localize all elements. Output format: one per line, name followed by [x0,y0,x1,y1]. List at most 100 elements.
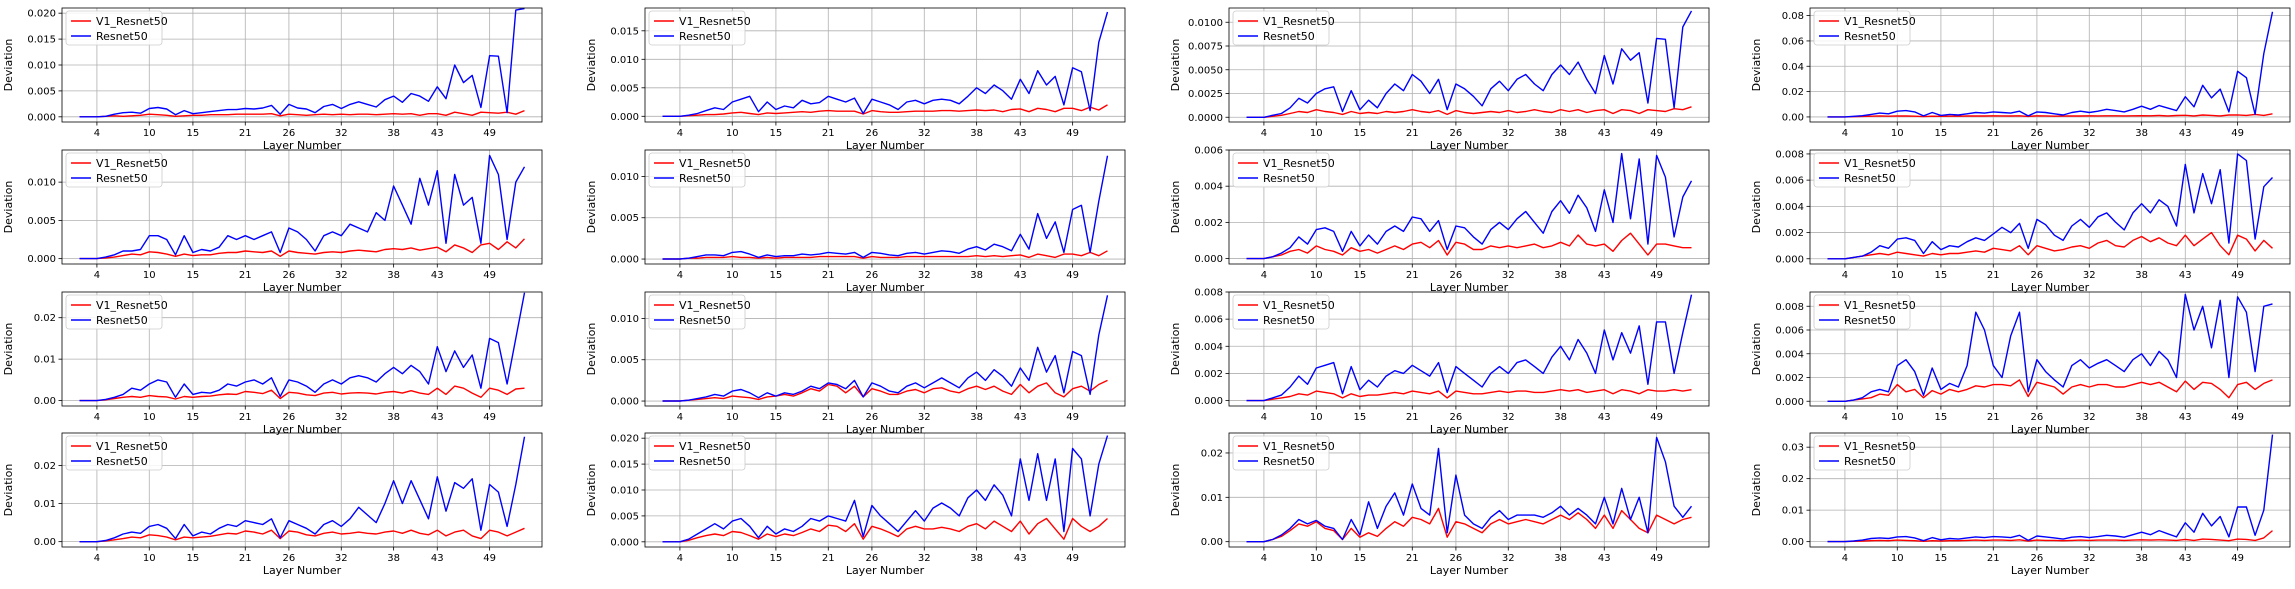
x-axis-label: Layer Number [846,139,925,152]
legend: V1_Resnet50 Resnet50 [1813,10,1916,46]
series-line-v1-resnet50 [662,104,1108,118]
x-tick-label: 38 [2135,270,2148,281]
legend-label: Resnet50 [679,314,731,327]
x-axis-label: Layer Number [1430,139,1509,152]
y-tick-label: 0.000 [1194,396,1223,407]
x-tick-label: 26 [866,412,879,423]
x-tick-label: 10 [143,553,156,564]
x-tick-label: 43 [1598,412,1611,423]
legend: V1_Resnet50 Resnet50 [1813,294,1916,330]
legend-label: V1_Resnet50 [1263,157,1335,170]
x-tick-label: 49 [1066,553,1079,564]
y-tick-label: 0.01 [34,499,56,510]
x-tick-label: 21 [1406,553,1419,564]
legend-label: V1_Resnet50 [679,299,751,312]
y-axis-label: Deviation [1169,323,1182,376]
x-tick-label: 10 [143,412,156,423]
x-tick-label: 32 [2083,128,2096,139]
x-tick-label: 32 [335,270,348,281]
x-tick-label: 10 [1891,128,1904,139]
y-tick-label: 0.010 [610,172,639,183]
y-tick-label: 0.010 [610,55,639,66]
x-tick-label: 21 [822,270,835,281]
series-line-v1-resnet50 [79,527,525,543]
y-tick-label: 0.002 [1194,218,1223,229]
x-tick-label: 26 [866,270,879,281]
x-tick-label: 49 [1650,270,1663,281]
x-tick-label: 43 [431,412,444,423]
x-tick-label: 26 [2031,412,2044,423]
x-tick-label: 21 [239,412,252,423]
x-tick-label: 32 [1502,270,1515,281]
y-axis-label: Deviation [2,39,15,92]
y-axis-label: Deviation [585,181,598,234]
x-tick-label: 32 [918,128,931,139]
x-tick-label: 38 [970,412,983,423]
x-tick-label: 43 [431,270,444,281]
y-tick-label: 0.015 [610,460,639,471]
y-tick-label: 0.005 [610,213,639,224]
y-tick-label: 0.020 [610,434,639,445]
x-axis-label: Layer Number [2011,423,2090,436]
series-line-resnet50 [1827,293,2273,402]
y-tick-label: 0.005 [27,216,56,227]
y-tick-label: 0.02 [34,461,56,472]
x-tick-label: 4 [1261,412,1267,423]
series-line-resnet50 [662,11,1109,118]
y-tick-label: 0.00 [34,537,56,548]
legend: V1_Resnet50 Resnet50 [648,152,751,188]
legend: V1_Resnet50 Resnet50 [65,10,168,46]
x-tick-label: 21 [822,412,835,423]
series-line-resnet50 [79,154,526,260]
x-tick-label: 38 [387,553,400,564]
x-tick-label: 26 [283,553,296,564]
x-tick-label: 10 [726,553,739,564]
x-tick-label: 4 [94,553,100,564]
legend-label: V1_Resnet50 [96,440,168,453]
x-axis-label: Layer Number [2011,139,2090,152]
x-tick-label: 32 [2083,270,2096,281]
x-tick-label: 38 [2135,553,2148,564]
y-axis-label: Deviation [1750,464,1763,517]
legend-label: Resnet50 [1844,172,1896,185]
x-tick-label: 26 [283,128,296,139]
plot-frame [61,291,543,407]
y-tick-label: 0.008 [1194,288,1223,299]
x-tick-label: 15 [1935,128,1948,139]
legend-label: Resnet50 [1263,30,1315,43]
series-line-v1-resnet50 [1827,530,2273,543]
legend-label: V1_Resnet50 [96,299,168,312]
series-line-resnet50 [79,292,526,402]
x-tick-label: 15 [187,412,200,423]
x-tick-label: 32 [1502,128,1515,139]
x-tick-label: 49 [483,128,496,139]
y-tick-label: 0.000 [610,537,639,548]
plot-frame [1809,149,2291,265]
series-line-v1-resnet50 [1827,113,2273,118]
x-axis-label: Layer Number [263,564,342,577]
subplot-6: 4 10 15 21 26 32 38 43 49 0.000 0.005 0.010 Layer Nu… [585,149,1126,294]
y-axis-label: Deviation [585,39,598,92]
subplot-9: 4 10 15 21 26 32 38 43 49 0.00 0.01 0.02 Layer Numbe… [2,291,543,436]
y-tick-label: 0.000 [1194,254,1223,265]
subplot-4: 4 10 15 21 26 32 38 43 49 0.00 0.02 0.04 0.06 0.08 Lay… [1750,7,2291,152]
y-tick-label: 0.004 [1775,349,1804,360]
x-tick-label: 4 [94,270,100,281]
y-tick-label: 0.000 [610,112,639,123]
legend-label: Resnet50 [679,172,731,185]
x-tick-label: 4 [1842,553,1848,564]
y-tick-label: 0.02 [1201,448,1223,459]
x-tick-label: 15 [1354,270,1367,281]
x-tick-label: 10 [1891,270,1904,281]
y-axis-label: Deviation [1169,181,1182,234]
series-line-v1-resnet50 [1827,379,2273,402]
x-tick-label: 21 [822,128,835,139]
x-tick-label: 38 [387,412,400,423]
x-tick-label: 4 [677,270,683,281]
y-tick-label: 0.004 [1775,202,1804,213]
y-tick-label: 0.01 [1201,493,1223,504]
x-tick-label: 43 [2179,128,2192,139]
x-axis-label: Layer Number [1430,423,1509,436]
y-axis-label: Deviation [1169,464,1182,517]
x-tick-label: 15 [1354,412,1367,423]
